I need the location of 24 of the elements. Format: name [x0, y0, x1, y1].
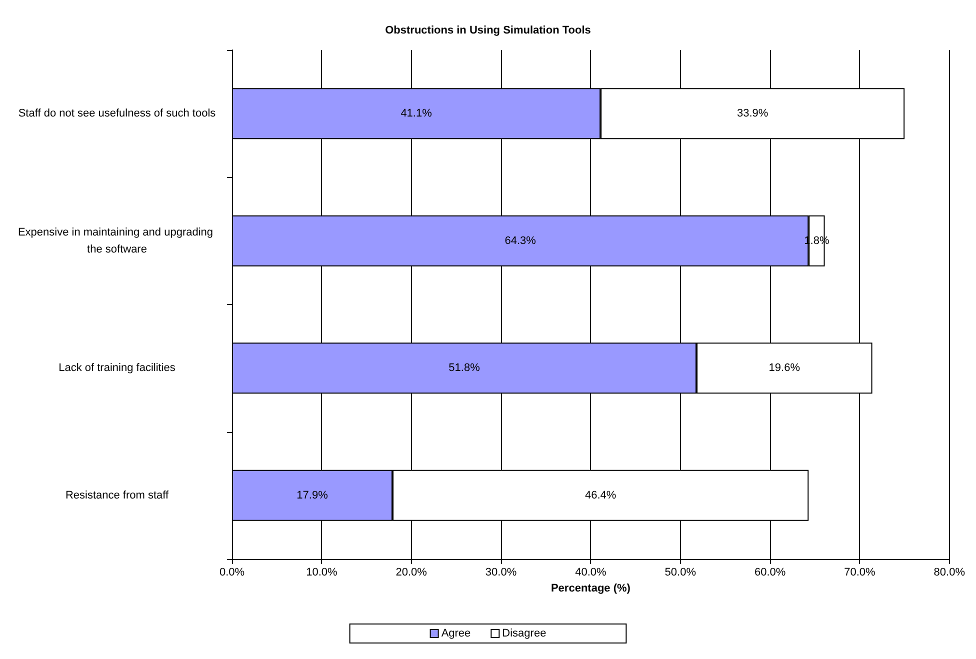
x-tick-label: 30.0% [485, 566, 517, 578]
data-label: 64.3% [504, 234, 536, 247]
chart-title: Obstructions in Using Simulation Tools [385, 24, 591, 36]
data-label: 33.9% [736, 108, 768, 120]
y-tick-label: Staff do not see usefulness of such tools [18, 108, 216, 120]
y-tick-label: Expensive in maintaining and upgrading the software [18, 226, 216, 256]
legend-label: Agree [441, 628, 471, 640]
x-tick-label: 20.0% [396, 566, 428, 578]
data-label: 41.1% [400, 108, 432, 120]
x-tick-label: 40.0% [575, 566, 607, 578]
x-tick-label: 70.0% [844, 566, 876, 578]
x-tick-label: 60.0% [754, 566, 786, 578]
x-tick-label: 0.0% [219, 566, 245, 578]
y-tick-label: Resistance from staff [65, 489, 170, 502]
x-tick-label: 80.0% [934, 566, 966, 578]
x-tick-label: 50.0% [664, 566, 696, 578]
data-label: 17.9% [296, 489, 328, 502]
data-label: 19.6% [768, 362, 800, 374]
data-label: 51.8% [448, 362, 480, 374]
data-label: 46.4% [584, 489, 616, 502]
legend-label: Disagree [502, 628, 546, 640]
x-tick-label: 10.0% [306, 566, 338, 578]
x-axis-title: Percentage (%) [550, 582, 631, 594]
y-tick-label: Lack of training facilities [58, 362, 176, 374]
